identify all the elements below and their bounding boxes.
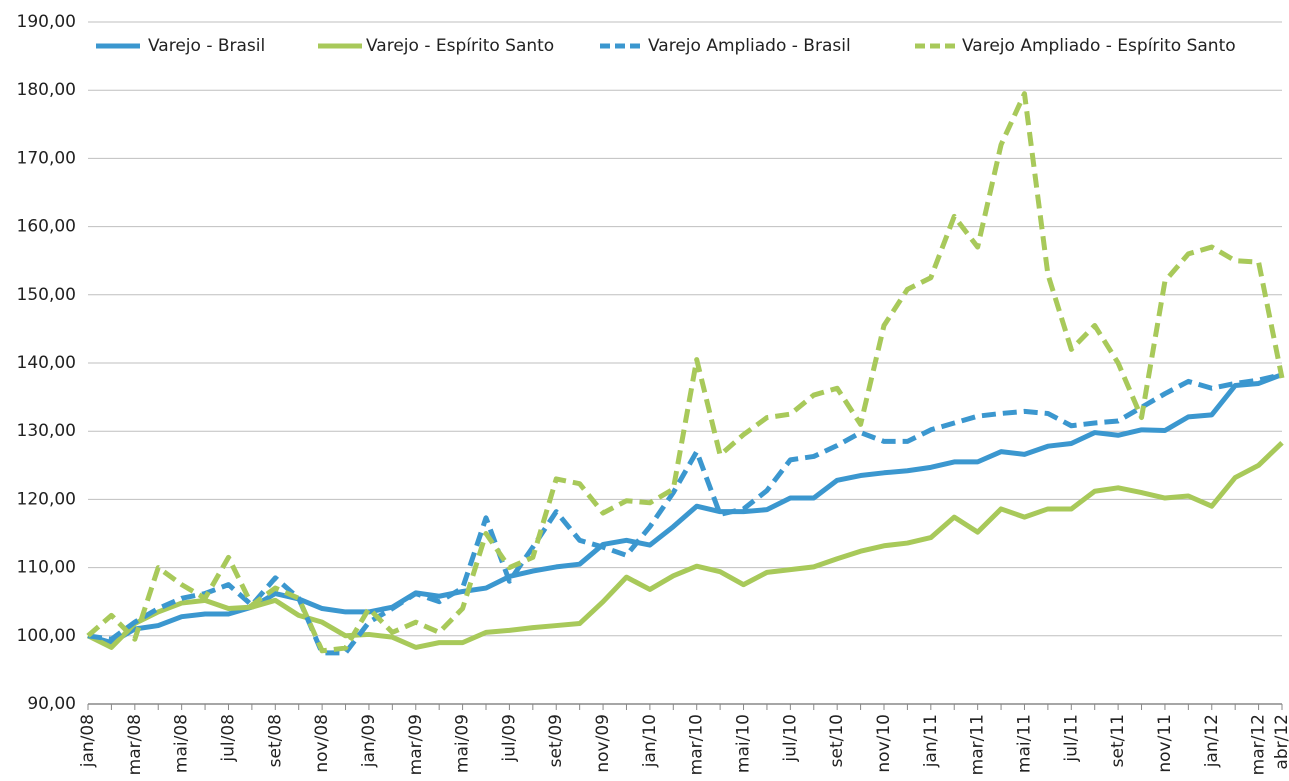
- x-tick-label: nov/09: [593, 714, 613, 773]
- x-tick-label: jul/09: [499, 714, 519, 763]
- y-tick-label: 190,00: [17, 12, 76, 32]
- x-tick-label: nov/08: [312, 714, 332, 773]
- series-line: [87, 372, 1283, 646]
- legend-label: Varejo Ampliado - Espírito Santo: [962, 36, 1236, 56]
- x-tick-label: mai/08: [172, 714, 192, 773]
- y-tick-label: 170,00: [17, 148, 76, 168]
- x-tick-label: mar/08: [125, 714, 145, 775]
- y-tick-label: 110,00: [17, 558, 76, 578]
- y-tick-label: 140,00: [17, 353, 76, 373]
- x-tick-label: jan/09: [359, 714, 379, 768]
- x-tick-label: jul/11: [1061, 714, 1081, 763]
- x-tick-label: set/08: [265, 714, 285, 767]
- x-tick-label: mar/09: [406, 714, 426, 775]
- x-tick-label: mar/10: [687, 714, 707, 775]
- series-line: [86, 91, 1285, 654]
- x-tick-label: set/11: [1108, 714, 1128, 767]
- y-tick-label: 90,00: [27, 694, 76, 714]
- x-tick-label: set/09: [546, 714, 566, 767]
- y-tick-label: 160,00: [17, 217, 76, 237]
- x-tick-label: mai/09: [453, 714, 473, 773]
- legend-label: Varejo - Brasil: [148, 36, 265, 56]
- x-tick-label: jan/08: [78, 714, 98, 768]
- x-tick-label: jul/08: [218, 714, 238, 763]
- x-tick-label: jan/12: [1202, 714, 1222, 768]
- x-tick-label: nov/10: [874, 714, 894, 773]
- x-tick-label: jul/10: [780, 714, 800, 763]
- series-line: [86, 440, 1284, 650]
- x-tick-label: mar/11: [968, 714, 988, 775]
- x-tick-label: abr/12: [1272, 714, 1289, 770]
- x-tick-label: mar/12: [1249, 714, 1269, 775]
- y-tick-label: 150,00: [17, 285, 76, 305]
- legend-label: Varejo Ampliado - Brasil: [648, 36, 851, 56]
- legend-label: Varejo - Espírito Santo: [366, 36, 554, 56]
- x-tick-label: nov/11: [1155, 714, 1175, 773]
- x-tick-label: jan/11: [921, 714, 941, 768]
- y-tick-label: 100,00: [17, 626, 76, 646]
- x-tick-label: jan/10: [640, 714, 660, 768]
- y-tick-label: 130,00: [17, 421, 76, 441]
- x-tick-label: set/10: [827, 714, 847, 767]
- x-tick-label: mai/11: [1014, 714, 1034, 773]
- y-tick-label: 120,00: [17, 489, 76, 509]
- y-tick-label: 180,00: [17, 80, 76, 100]
- x-tick-label: mai/10: [734, 714, 754, 773]
- series-line: [87, 372, 1283, 656]
